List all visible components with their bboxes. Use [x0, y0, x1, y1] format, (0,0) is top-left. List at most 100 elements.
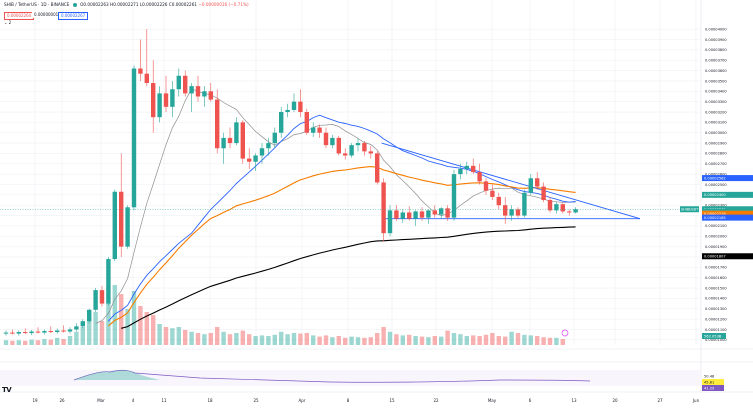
candle-body[interactable]	[74, 326, 79, 330]
candle-body[interactable]	[227, 137, 233, 144]
candle-body[interactable]	[477, 172, 482, 182]
candle-body[interactable]	[490, 190, 495, 197]
candle-body[interactable]	[183, 75, 188, 94]
candle-body[interactable]	[10, 332, 15, 334]
candle-body[interactable]	[221, 137, 226, 149]
buy-price-button[interactable]: 0.00002267	[58, 12, 89, 20]
candle-body[interactable]	[279, 112, 284, 133]
candle-body[interactable]	[515, 209, 521, 216]
candle-body[interactable]	[355, 143, 361, 146]
candle-body[interactable]	[138, 68, 143, 74]
candle-body[interactable]	[23, 332, 28, 334]
candle-body[interactable]	[394, 210, 399, 219]
candle-body[interactable]	[42, 331, 47, 333]
pair-title[interactable]: SHIB / TetherUS · 1D · BINANCE	[4, 2, 70, 7]
candle-body[interactable]	[483, 181, 489, 191]
candle-body[interactable]	[503, 205, 508, 216]
candle-body[interactable]	[266, 143, 271, 149]
candle-body[interactable]	[573, 209, 578, 213]
candle-body[interactable]	[528, 178, 533, 193]
candle-body[interactable]	[560, 204, 565, 212]
candle-body[interactable]	[112, 191, 117, 260]
replay-icon[interactable]	[561, 329, 569, 337]
candle-body[interactable]	[407, 212, 412, 219]
candle-body[interactable]	[458, 168, 463, 175]
candle-body[interactable]	[317, 127, 322, 133]
candle-body[interactable]	[387, 210, 393, 234]
candle-body[interactable]	[349, 145, 354, 156]
candle-body[interactable]	[541, 186, 546, 201]
candle-body[interactable]	[285, 109, 290, 113]
candle-body[interactable]	[496, 196, 501, 206]
candle-body[interactable]	[419, 211, 425, 218]
candle-body[interactable]	[157, 93, 162, 118]
candle-body[interactable]	[61, 330, 66, 332]
candle-body[interactable]	[99, 290, 105, 304]
candle-body[interactable]	[445, 208, 450, 218]
candle-body[interactable]	[291, 101, 297, 110]
candle-body[interactable]	[304, 112, 309, 133]
volume-bar	[29, 339, 34, 345]
candle-body[interactable]	[535, 178, 540, 187]
candle-body[interactable]	[343, 153, 348, 156]
candle-body[interactable]	[554, 204, 559, 211]
candle-body[interactable]	[567, 211, 572, 213]
candle-body[interactable]	[368, 151, 373, 154]
candle-body[interactable]	[93, 290, 98, 310]
candle-body[interactable]	[426, 210, 431, 218]
candle-body[interactable]	[259, 148, 265, 156]
candle-body[interactable]	[471, 165, 476, 173]
candle-body[interactable]	[381, 182, 386, 234]
candle-body[interactable]	[311, 127, 316, 133]
candle-body[interactable]	[375, 153, 380, 183]
candle-body[interactable]	[3, 332, 9, 334]
candle-body[interactable]	[330, 137, 335, 146]
candle-body[interactable]	[29, 331, 34, 334]
candle-body[interactable]	[151, 83, 156, 118]
candle-body[interactable]	[464, 165, 469, 169]
candle-body[interactable]	[240, 122, 245, 159]
candle-body[interactable]	[35, 331, 41, 333]
candle-body[interactable]	[131, 68, 137, 208]
candle-body[interactable]	[522, 192, 527, 216]
candle-body[interactable]	[163, 93, 169, 107]
candle-body[interactable]	[362, 143, 367, 152]
candle-body[interactable]	[215, 99, 220, 149]
candle-body[interactable]	[413, 211, 418, 219]
candle-body[interactable]	[247, 158, 252, 162]
candle-body[interactable]	[451, 174, 457, 218]
candle-body[interactable]	[80, 321, 85, 327]
indicators-collapse-toggle[interactable]: ⌄ 2	[4, 20, 12, 25]
candle-body[interactable]	[16, 332, 21, 334]
candle-body[interactable]	[55, 330, 60, 333]
candle-body[interactable]	[432, 210, 437, 215]
candle-body[interactable]	[67, 329, 73, 332]
descending-trendline[interactable]	[381, 142, 641, 220]
candle-body[interactable]	[272, 132, 277, 144]
candle-body[interactable]	[336, 137, 341, 154]
candle-body[interactable]	[208, 91, 213, 100]
candle-body[interactable]	[189, 86, 194, 94]
candle-body[interactable]	[547, 200, 553, 211]
tradingview-logo[interactable]: TV	[2, 386, 12, 394]
candle-body[interactable]	[125, 207, 130, 247]
candle-body[interactable]	[202, 91, 207, 97]
candle-body[interactable]	[48, 331, 53, 333]
candle-body[interactable]	[195, 86, 201, 97]
candle-body[interactable]	[170, 89, 175, 107]
candle-body[interactable]	[119, 191, 124, 247]
candle-body[interactable]	[106, 259, 111, 304]
candle-body[interactable]	[176, 75, 181, 90]
candle-body[interactable]	[253, 155, 258, 162]
candle-body[interactable]	[400, 212, 405, 219]
candle-body[interactable]	[87, 309, 92, 322]
price-axis-label: 0.00002900	[705, 141, 727, 145]
candle-body[interactable]	[323, 132, 329, 146]
sell-price-button[interactable]: 0.00002264	[4, 12, 35, 20]
candle-body[interactable]	[298, 101, 303, 113]
candle-body[interactable]	[144, 73, 149, 84]
candle-body[interactable]	[439, 208, 444, 215]
candle-body[interactable]	[509, 209, 514, 216]
candle-body[interactable]	[234, 122, 239, 144]
